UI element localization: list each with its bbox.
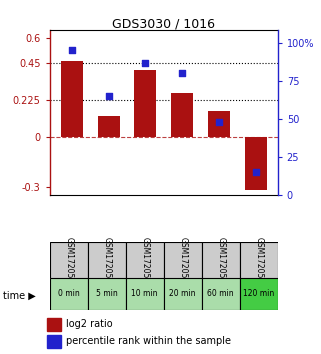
- Bar: [88, 278, 126, 310]
- Bar: [202, 242, 240, 278]
- Point: [69, 47, 74, 53]
- Text: GSM172053: GSM172053: [102, 237, 111, 283]
- Text: log2 ratio: log2 ratio: [66, 319, 113, 329]
- Bar: [98, 116, 120, 137]
- Bar: [61, 62, 83, 137]
- Text: 60 min: 60 min: [207, 289, 234, 298]
- Bar: [134, 70, 156, 137]
- Text: percentile rank within the sample: percentile rank within the sample: [66, 336, 231, 346]
- Text: GSM172058: GSM172058: [216, 237, 225, 283]
- Bar: [47, 335, 61, 348]
- Text: time ▶: time ▶: [3, 291, 36, 301]
- Bar: [50, 242, 88, 278]
- Bar: [47, 318, 61, 331]
- Bar: [164, 278, 202, 310]
- Point: [143, 60, 148, 65]
- Point: [179, 70, 185, 76]
- Text: 120 min: 120 min: [243, 289, 274, 298]
- Point: [253, 170, 258, 175]
- Title: GDS3030 / 1016: GDS3030 / 1016: [112, 17, 215, 30]
- Point: [106, 93, 111, 99]
- Text: 5 min: 5 min: [96, 289, 117, 298]
- Text: GSM172059: GSM172059: [254, 237, 263, 283]
- Bar: [88, 242, 126, 278]
- Bar: [126, 242, 164, 278]
- Bar: [50, 278, 88, 310]
- Bar: [164, 242, 202, 278]
- Text: 10 min: 10 min: [132, 289, 158, 298]
- Bar: [126, 278, 164, 310]
- Text: 20 min: 20 min: [169, 289, 196, 298]
- Text: GSM172052: GSM172052: [64, 237, 73, 283]
- Bar: [240, 278, 278, 310]
- Bar: [208, 111, 230, 137]
- Bar: [240, 242, 278, 278]
- Bar: [171, 93, 193, 137]
- Text: 0 min: 0 min: [58, 289, 80, 298]
- Point: [216, 119, 221, 125]
- Bar: [202, 278, 240, 310]
- Text: GSM172055: GSM172055: [140, 237, 149, 283]
- Bar: [245, 137, 267, 190]
- Text: GSM172057: GSM172057: [178, 237, 187, 283]
